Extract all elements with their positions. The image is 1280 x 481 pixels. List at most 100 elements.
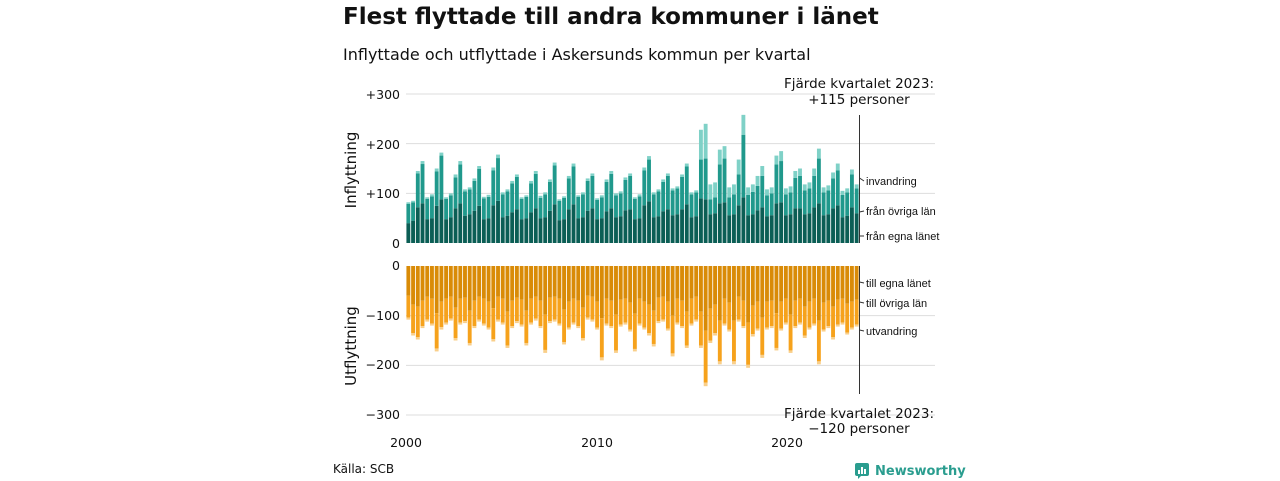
y-tick-top-0: 0 <box>392 236 400 251</box>
bar-till-ovriga-lan <box>661 296 666 320</box>
bar-invandring <box>609 170 614 174</box>
bar-utvandring <box>849 327 854 330</box>
bar-invandring <box>420 161 425 165</box>
bar-utvandring <box>411 333 416 336</box>
bar-invandring <box>732 184 736 195</box>
bar-fran-ovriga-lan <box>703 158 708 200</box>
bar-till-egna-lanet <box>557 266 562 299</box>
bar-utvandring <box>609 326 614 329</box>
bar-invandring <box>472 178 477 181</box>
bar-till-egna-lanet <box>854 266 859 300</box>
bar-invandring <box>689 192 694 195</box>
bar-till-ovriga-lan <box>779 301 784 329</box>
bar-till-ovriga-lan <box>651 310 656 344</box>
bar-fran-egna-lanet <box>543 217 548 243</box>
bar-fran-egna-lanet <box>647 201 651 243</box>
bar-fran-ovriga-lan <box>746 194 751 216</box>
bar-fran-egna-lanet <box>576 218 581 243</box>
y-tick-bottom-0: 0 <box>392 258 400 273</box>
bar-till-ovriga-lan <box>562 309 567 342</box>
bar-till-egna-lanet <box>689 266 694 299</box>
bar-fran-ovriga-lan <box>552 165 557 205</box>
bar-fran-ovriga-lan <box>500 194 505 218</box>
bar-till-ovriga-lan <box>618 299 623 325</box>
bar-utvandring <box>585 317 590 320</box>
bar-invandring <box>722 146 727 159</box>
bar-invandring <box>760 166 765 176</box>
bar-till-ovriga-lan <box>647 304 651 334</box>
bar-utvandring <box>769 326 774 329</box>
bar-utvandring <box>722 323 727 326</box>
bar-utvandring <box>519 324 524 327</box>
bar-utvandring <box>557 323 562 326</box>
bar-fran-ovriga-lan <box>448 195 453 218</box>
bar-fran-egna-lanet <box>708 214 713 243</box>
bar-till-ovriga-lan <box>642 301 647 328</box>
y-tick-top-300: +300 <box>366 87 400 102</box>
bar-fran-ovriga-lan <box>557 200 562 221</box>
bar-invandring <box>439 152 444 156</box>
bar-fran-egna-lanet <box>609 208 614 243</box>
bar-utvandring <box>835 324 840 327</box>
bar-utvandring <box>802 335 807 339</box>
bar-till-egna-lanet <box>519 266 524 300</box>
bar-fran-ovriga-lan <box>675 188 680 215</box>
bar-fran-egna-lanet <box>713 213 718 243</box>
bar-till-egna-lanet <box>703 266 708 331</box>
bar-utvandring <box>463 321 467 324</box>
bar-fran-egna-lanet <box>472 210 477 243</box>
bar-utvandring <box>732 361 736 365</box>
bar-fran-egna-lanet <box>599 218 604 243</box>
bar-utvandring <box>453 338 458 341</box>
bar-utvandring <box>741 326 746 329</box>
bar-utvandring <box>496 319 500 322</box>
bar-fran-egna-lanet <box>514 209 519 243</box>
bar-fran-egna-lanet <box>812 207 817 243</box>
bar-utvandring <box>727 329 732 332</box>
bar-invandring <box>406 202 411 204</box>
bar-till-ovriga-lan <box>821 302 826 330</box>
bar-till-ovriga-lan <box>665 301 670 329</box>
bar-fran-egna-lanet <box>826 214 831 243</box>
bar-fran-ovriga-lan <box>458 164 463 204</box>
bar-fran-egna-lanet <box>689 217 694 243</box>
bar-till-egna-lanet <box>642 266 647 302</box>
bar-fran-ovriga-lan <box>514 176 519 210</box>
bar-fran-egna-lanet <box>694 216 699 243</box>
bar-till-egna-lanet <box>807 266 812 302</box>
bar-till-ovriga-lan <box>510 300 515 327</box>
bar-till-egna-lanet <box>420 266 425 301</box>
bar-invandring <box>708 184 713 200</box>
bar-fran-ovriga-lan <box>425 198 430 220</box>
bar-till-ovriga-lan <box>826 300 831 327</box>
bar-fran-egna-lanet <box>736 205 741 243</box>
bar-fran-egna-lanet <box>698 198 703 243</box>
bar-fran-egna-lanet <box>505 215 510 243</box>
bar-till-ovriga-lan <box>684 311 689 346</box>
bar-fran-ovriga-lan <box>576 196 581 219</box>
bar-fran-egna-lanet <box>854 213 859 243</box>
bar-fran-ovriga-lan <box>717 164 722 204</box>
bar-fran-egna-lanet <box>439 199 444 243</box>
bar-fran-ovriga-lan <box>637 196 642 219</box>
bar-till-egna-lanet <box>614 266 618 315</box>
bar-fran-ovriga-lan <box>727 197 732 216</box>
bar-till-ovriga-lan <box>675 298 680 323</box>
bar-utvandring <box>576 326 581 329</box>
bar-utvandring <box>547 321 552 324</box>
bar-till-egna-lanet <box>453 266 458 308</box>
bar-till-ovriga-lan <box>727 302 732 330</box>
bar-fran-egna-lanet <box>651 217 656 243</box>
bar-invandring <box>755 175 760 186</box>
bar-fran-egna-lanet <box>750 214 755 243</box>
bar-utvandring <box>590 319 595 322</box>
bar-till-ovriga-lan <box>538 300 543 327</box>
bar-till-ovriga-lan <box>599 318 604 358</box>
bar-utvandring <box>647 333 651 336</box>
bar-fran-egna-lanet <box>463 215 467 243</box>
bar-till-ovriga-lan <box>812 298 817 324</box>
y-tick-bottom-100: −100 <box>366 308 400 323</box>
bar-invandring <box>783 188 788 195</box>
bar-till-ovriga-lan <box>467 310 472 343</box>
bar-fran-ovriga-lan <box>783 194 788 216</box>
